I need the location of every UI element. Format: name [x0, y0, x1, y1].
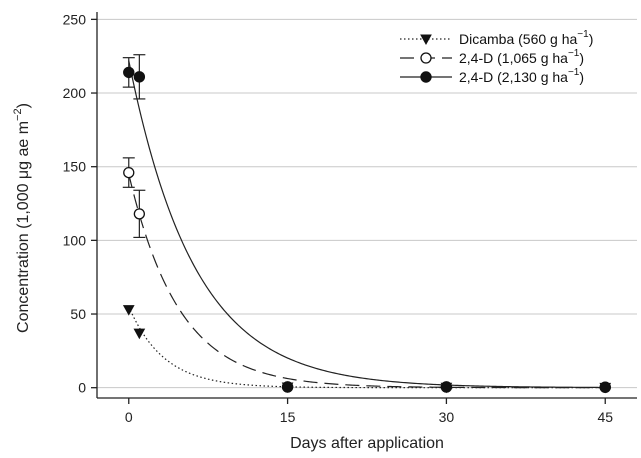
- x-tick-label-45: 45: [597, 409, 613, 425]
- y-tick-labels: 0 50 100 150 200 250: [63, 11, 87, 395]
- legend-label-sup-2: −1: [568, 67, 580, 78]
- data-point-0-0: [122, 305, 135, 316]
- data-point-1-1: [133, 208, 146, 220]
- y-axis-title-mu: μ: [15, 170, 32, 179]
- y-tick-label-150: 150: [63, 159, 87, 175]
- y-tick-label-0: 0: [78, 380, 86, 396]
- legend-label-sup-0: −1: [577, 29, 589, 40]
- data-point-2-1: [133, 71, 146, 83]
- legend-label-0: Dicamba (560 g ha−1): [459, 29, 593, 47]
- data-point-2-3: [440, 381, 453, 393]
- data-point-2-2: [281, 381, 294, 393]
- legend-label-text-1: 2,4-D (1,065 g ha: [459, 50, 568, 66]
- y-tick-label-100: 100: [63, 232, 87, 248]
- legend-marker-1: [420, 52, 432, 64]
- y-axis-title-rest: g ae m: [15, 121, 32, 170]
- legend-marker-0: [420, 34, 432, 46]
- fit-curve-0: [128, 306, 606, 389]
- axes: [91, 12, 637, 404]
- y-axis-title-close: ): [15, 103, 32, 108]
- data-point-0-1: [133, 328, 146, 340]
- y-tick-label-50: 50: [70, 306, 86, 322]
- data-point-2-4: [599, 381, 611, 393]
- legend: Dicamba (560 g ha−1)2,4-D (1,065 g ha−1)…: [400, 29, 593, 85]
- legend-label-2: 2,4-D (2,130 g ha−1): [459, 67, 584, 85]
- x-axis-title: Days after application: [290, 435, 444, 452]
- x-tick-label-30: 30: [439, 409, 455, 425]
- legend-label-text-2: 2,4-D (2,130 g ha: [459, 69, 568, 85]
- legend-label-1: 2,4-D (1,065 g ha−1): [459, 48, 584, 66]
- fit-curve-1: [128, 173, 606, 389]
- y-axis-title: Concentration (1,000 μg ae m−2): [12, 103, 32, 333]
- fit-curve-2: [128, 60, 606, 389]
- legend-label-close-0: ): [589, 31, 594, 47]
- legend-label-close-2: ): [579, 69, 584, 85]
- data-point-2-0: [123, 66, 135, 79]
- data-points: [122, 66, 612, 394]
- y-tick-label-200: 200: [63, 85, 87, 101]
- y-axis-title-main: Concentration (1,000: [15, 179, 32, 333]
- fit-curves: [128, 60, 606, 389]
- legend-marker-2: [420, 71, 432, 83]
- legend-label-close-1: ): [579, 50, 584, 66]
- legend-label-text-0: Dicamba (560 g ha: [459, 31, 578, 47]
- x-tick-label-15: 15: [280, 409, 296, 425]
- data-point-1-0: [123, 166, 135, 179]
- y-tick-label-250: 250: [63, 11, 87, 27]
- x-tick-labels: 0 15 30 45: [125, 409, 613, 425]
- legend-label-sup-1: −1: [568, 48, 580, 59]
- y-axis-title-sup: −2: [12, 108, 24, 121]
- x-tick-label-0: 0: [125, 409, 133, 425]
